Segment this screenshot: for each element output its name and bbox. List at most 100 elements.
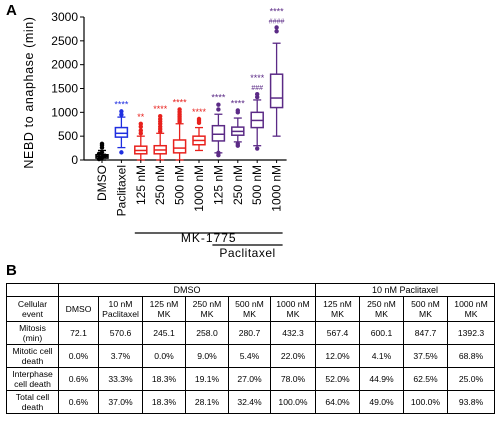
table-cell: 280.7	[228, 321, 271, 345]
y-tick-label: 2000	[51, 58, 78, 72]
table-column-header: 500 nM MK	[403, 296, 448, 322]
significance-annotation: ###	[251, 85, 263, 92]
table-cell: 33.3%	[98, 367, 143, 391]
table-cell: 32.4%	[228, 390, 271, 414]
table-cell: 49.0%	[359, 390, 404, 414]
outlier-point	[255, 92, 260, 97]
table-cell: 12.0%	[315, 344, 360, 368]
outlier-point	[158, 113, 163, 119]
outlier-point	[119, 150, 124, 155]
outlier-point	[216, 107, 221, 112]
y-tick-label: 500	[58, 129, 78, 143]
box-iqr	[114, 126, 129, 138]
table-cell: 19.1%	[185, 367, 229, 391]
table-cell: 62.5%	[403, 367, 448, 391]
table-cell: 0.0%	[142, 344, 186, 368]
x-tick-label: 1000 nM	[270, 165, 284, 212]
outlier-point	[138, 128, 143, 133]
table-column-header: 10 nM Paclitaxel	[98, 296, 143, 322]
table-row-header: Mitotic cell death	[6, 344, 59, 368]
table-row: Total cell death 0.6% 37.0% 18.3% 28.1% 32.4% 1…	[6, 390, 496, 414]
table-column-header: 250 nM MK	[359, 296, 404, 322]
table-cell: 37.0%	[98, 390, 143, 414]
y-tick-label: 0	[71, 153, 78, 167]
significance-annotation: ****	[114, 99, 129, 109]
outlier-point	[216, 102, 221, 107]
outlier-point	[138, 121, 143, 126]
table-column-header: 250 nM MK	[185, 296, 229, 322]
outlier-point	[102, 153, 108, 158]
outlier-point	[99, 141, 105, 146]
box-iqr	[172, 139, 187, 154]
boxplot-chart: 0 500 1000 1500 2000 2500 3000 NEBD to anaphase…	[22, 6, 287, 260]
table-cell: 18.3%	[142, 367, 186, 391]
table-cell: 28.1%	[185, 390, 229, 414]
table-column-header: 1000 nM MK	[270, 296, 316, 322]
y-tick-label: 3000	[51, 10, 78, 24]
x-tick-label: 250 nM	[231, 165, 245, 205]
outlier-point	[177, 107, 182, 112]
x-tick-label: 500 nM	[250, 165, 264, 205]
significance-annotation: ****	[153, 104, 168, 114]
table-row: Mitotic cell death 0.0% 3.7% 0.0% 9.0% 5.4% 22.…	[6, 344, 496, 368]
y-axis-label: NEBD to anaphase (min)	[22, 16, 36, 168]
table-cell: 68.8%	[446, 344, 496, 368]
box-iqr	[269, 73, 284, 109]
table-group-dmso: DMSO	[58, 283, 316, 297]
cell-fate-table: DMSO 10 nM Paclitaxel Cellular event DMSO 10 …	[6, 283, 496, 414]
outlier-point	[216, 150, 221, 156]
table-cell: 570.6	[98, 321, 143, 345]
table-column-header: 1000 nM MK	[446, 296, 496, 322]
table-corner-label: Cellular event	[6, 296, 59, 322]
table-cell: 44.9%	[359, 367, 404, 391]
table-group-paclitaxel: 10 nM Paclitaxel	[314, 283, 496, 297]
panel-a-label: A	[6, 2, 17, 19]
table-cell: 0.0%	[58, 344, 99, 368]
table-group-header-row: DMSO 10 nM Paclitaxel	[6, 283, 496, 297]
table-cell: 72.1	[58, 321, 99, 345]
table-row-header: Mitosis (min)	[6, 321, 59, 345]
outlier-point	[235, 141, 240, 146]
table-column-header: 125 nM MK	[142, 296, 186, 322]
outlier-point	[119, 112, 124, 117]
table-cell: 100.0%	[270, 390, 316, 414]
table-header-row: Cellular event DMSO 10 nM Paclitaxel 125 nM MK…	[6, 296, 496, 322]
table-cell: 22.0%	[270, 344, 316, 368]
outlier-point	[119, 109, 124, 114]
outlier-point	[274, 29, 279, 34]
table-cell: 245.1	[142, 321, 186, 345]
table-cell: 432.3	[270, 321, 316, 345]
outlier-point	[99, 150, 105, 155]
y-tick-label: 1000	[51, 105, 78, 119]
table-cell: 25.0%	[446, 367, 496, 391]
significance-annotation: ####	[269, 18, 285, 25]
x-tick-label: 125 nM	[134, 165, 148, 205]
table-cell: 52.0%	[315, 367, 360, 391]
y-tick-label: 1500	[51, 82, 78, 96]
outlier-point	[274, 25, 279, 30]
significance-annotation: ****	[231, 98, 246, 108]
table-cell: 5.4%	[228, 344, 271, 368]
table-cell: 64.0%	[315, 390, 360, 414]
table-row-header: Interphase cell death	[6, 367, 59, 391]
table-cell: 3.7%	[98, 344, 143, 368]
table-corner-blank	[6, 283, 59, 297]
x-tick-label: 1000 nM	[192, 165, 206, 212]
table-cell: 78.0%	[270, 367, 316, 391]
table-row: Mitosis (min) 72.1 570.6 245.1 258.0 280.7 432.…	[6, 321, 496, 345]
paclitaxel-group-label: Paclitaxel	[219, 246, 275, 260]
outlier-point	[235, 108, 240, 113]
x-tick-label: DMSO	[95, 165, 109, 201]
table-cell: 258.0	[185, 321, 229, 345]
table-cell: 847.7	[403, 321, 448, 345]
significance-annotation: ****	[211, 93, 226, 103]
table-cell: 9.0%	[185, 344, 229, 368]
table-cell: 1392.3	[446, 321, 496, 345]
table-cell: 18.3%	[142, 390, 186, 414]
significance-annotation: **	[137, 112, 145, 122]
significance-annotation: ****	[192, 107, 207, 117]
table-column-header: 125 nM MK	[315, 296, 360, 322]
significance-annotation: ****	[173, 97, 188, 107]
x-tick-label: 250 nM	[153, 165, 167, 205]
table-cell: 600.1	[359, 321, 404, 345]
